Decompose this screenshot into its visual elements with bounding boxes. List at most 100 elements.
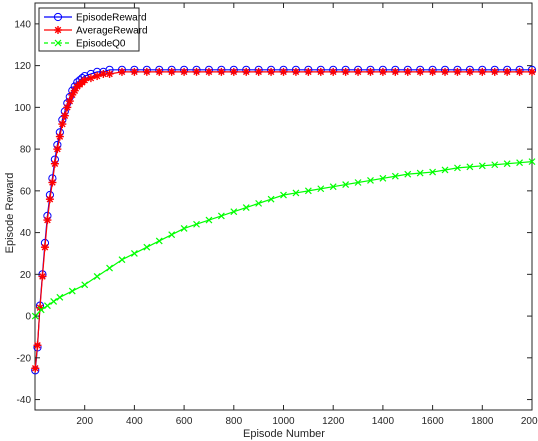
- asterisk-stroke: [34, 342, 41, 349]
- data-point: [403, 67, 412, 76]
- data-point: [516, 159, 523, 167]
- x-stroke: [217, 212, 225, 220]
- asterisk-stroke: [367, 68, 374, 76]
- data-point: [242, 67, 251, 76]
- y-tick-label: 20: [20, 270, 32, 281]
- asterisk-stroke: [454, 68, 461, 76]
- x-stroke: [81, 281, 89, 289]
- x-stroke: [478, 162, 486, 170]
- data-point: [465, 67, 474, 76]
- data-point: [217, 212, 225, 220]
- asterisk-stroke: [51, 160, 59, 168]
- data-point: [86, 74, 95, 83]
- data-point: [45, 195, 54, 204]
- x-stroke: [230, 208, 238, 216]
- data-point: [230, 208, 238, 216]
- data-point: [454, 164, 461, 172]
- x-stroke: [454, 164, 461, 172]
- data-point: [192, 67, 201, 76]
- x-stroke: [528, 158, 536, 166]
- x-stroke: [193, 220, 200, 228]
- data-point: [429, 168, 437, 176]
- data-point: [316, 67, 325, 76]
- asterisk-stroke: [528, 68, 536, 76]
- data-point: [105, 69, 114, 78]
- asterisk-stroke: [54, 26, 62, 34]
- data-point: [50, 159, 59, 168]
- x-stroke: [143, 243, 151, 251]
- data-point: [291, 67, 300, 76]
- data-point: [217, 67, 226, 76]
- x-tick-label: 400: [126, 416, 143, 427]
- x-tick-label: 1200: [322, 416, 345, 427]
- x-stroke: [466, 163, 474, 171]
- plot-area: [34, 2, 533, 411]
- asterisk-stroke: [49, 179, 56, 186]
- y-tick-label: 60: [20, 186, 32, 197]
- data-point: [65, 97, 74, 106]
- x-stroke: [54, 39, 62, 47]
- x-tick-label: 2000: [521, 416, 538, 427]
- data-point: [279, 67, 288, 76]
- data-point: [55, 132, 64, 141]
- data-point: [267, 195, 275, 203]
- data-point: [142, 67, 151, 76]
- y-tick-label: -40: [17, 395, 32, 406]
- asterisk-stroke: [479, 68, 486, 76]
- data-point: [242, 204, 250, 211]
- data-point: [53, 145, 62, 154]
- x-stroke: [130, 250, 138, 257]
- x-stroke: [379, 174, 387, 182]
- y-tick-label: -20: [17, 353, 32, 364]
- legend-marker: [53, 12, 63, 22]
- data-point: [180, 67, 189, 76]
- data-point: [193, 220, 200, 228]
- x-tick-label: 600: [176, 416, 193, 427]
- legend-label: EpisodeQ0: [76, 39, 126, 50]
- asterisk-stroke: [317, 68, 325, 76]
- asterisk-stroke: [180, 68, 188, 76]
- data-point: [37, 306, 45, 314]
- x-stroke: [255, 199, 263, 207]
- data-point: [33, 341, 42, 350]
- asterisk-stroke: [106, 70, 113, 78]
- x-stroke: [416, 169, 424, 177]
- data-point: [304, 67, 313, 76]
- data-point: [428, 67, 437, 76]
- legend-item-episodeq0: EpisodeQ0: [44, 39, 126, 50]
- asterisk-stroke: [56, 133, 64, 140]
- y-tick-label: 140: [14, 19, 31, 30]
- data-point: [503, 160, 511, 168]
- data-point: [118, 256, 126, 264]
- asterisk-stroke: [39, 273, 46, 280]
- data-point: [63, 103, 72, 112]
- data-point: [342, 181, 350, 189]
- data-point: [229, 67, 238, 76]
- series-layer: [31, 65, 537, 375]
- data-point: [130, 67, 139, 76]
- asterisk-stroke: [503, 68, 511, 76]
- data-point: [31, 364, 40, 373]
- data-point: [168, 231, 176, 239]
- data-point: [378, 67, 387, 76]
- y-tick-label: 80: [20, 145, 32, 156]
- data-point: [491, 161, 499, 169]
- data-point: [40, 243, 49, 252]
- asterisk-stroke: [342, 68, 349, 76]
- y-tick-label: 0: [25, 312, 31, 323]
- y-tick-label: 120: [14, 61, 31, 72]
- asterisk-stroke: [392, 68, 399, 76]
- data-point: [155, 67, 164, 76]
- data-point: [466, 163, 474, 171]
- asterisk-stroke: [168, 68, 175, 76]
- data-point: [50, 298, 58, 305]
- asterisk-stroke: [466, 68, 474, 76]
- data-point: [391, 172, 399, 180]
- asterisk-stroke: [218, 68, 225, 76]
- asterisk-stroke: [280, 68, 287, 76]
- asterisk-stroke: [66, 97, 74, 105]
- x-tick-label: 1600: [421, 416, 444, 427]
- x-stroke: [304, 187, 312, 195]
- x-tick-label: 1000: [272, 416, 295, 427]
